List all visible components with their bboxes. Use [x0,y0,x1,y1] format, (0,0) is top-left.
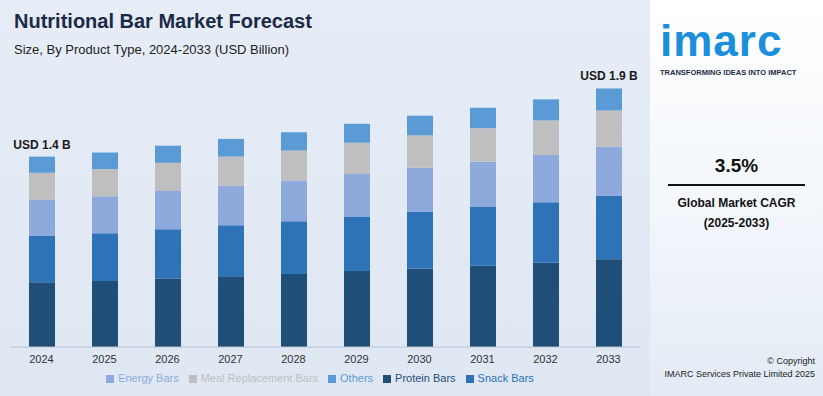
svg-text:2030: 2030 [407,353,431,365]
html-text:IMARC Services Private Limited: IMARC Services Private Limited 2025 [664,369,815,379]
html-text:Nutritional Bar Market Forecas: Nutritional Bar Market Forecast [14,10,312,32]
html-text:imarc: imarc [660,16,783,65]
svg-text:2032: 2032 [533,353,557,365]
svg-text:USD 1.4 B: USD 1.4 B [13,138,71,152]
html-text:Snack Bars: Snack Bars [477,372,534,384]
svg-text:2029: 2029 [344,353,368,365]
svg-text:2027: 2027 [218,353,242,365]
svg-text:USD 1.9 B: USD 1.9 B [580,69,638,83]
html-text:Others: Others [340,372,374,384]
svg-text:2031: 2031 [470,353,494,365]
svg-text:2025: 2025 [92,353,116,365]
html-text:Energy Bars: Energy Bars [118,372,179,384]
svg-text:2028: 2028 [281,353,305,365]
html-text:TRANSFORMING IDEAS INTO IMPACT: TRANSFORMING IDEAS INTO IMPACT [660,68,797,77]
html-text:Size, By Product Type, 2024-20: Size, By Product Type, 2024-2033 (USD Bi… [14,42,290,57]
svg-text:2033: 2033 [596,353,620,365]
html-text:Global Market CAGR: Global Market CAGR [677,196,796,210]
html-text:Protein Bars: Protein Bars [395,372,456,384]
svg-text:2026: 2026 [155,353,179,365]
html-text:(2025-2033): (2025-2033) [703,216,770,230]
html-text:3.5%: 3.5% [714,155,759,176]
html-text:Meal Replacement Bars: Meal Replacement Bars [200,372,319,384]
svg-text:2024: 2024 [29,353,53,365]
html-text:© Copyright: © Copyright [767,356,815,366]
